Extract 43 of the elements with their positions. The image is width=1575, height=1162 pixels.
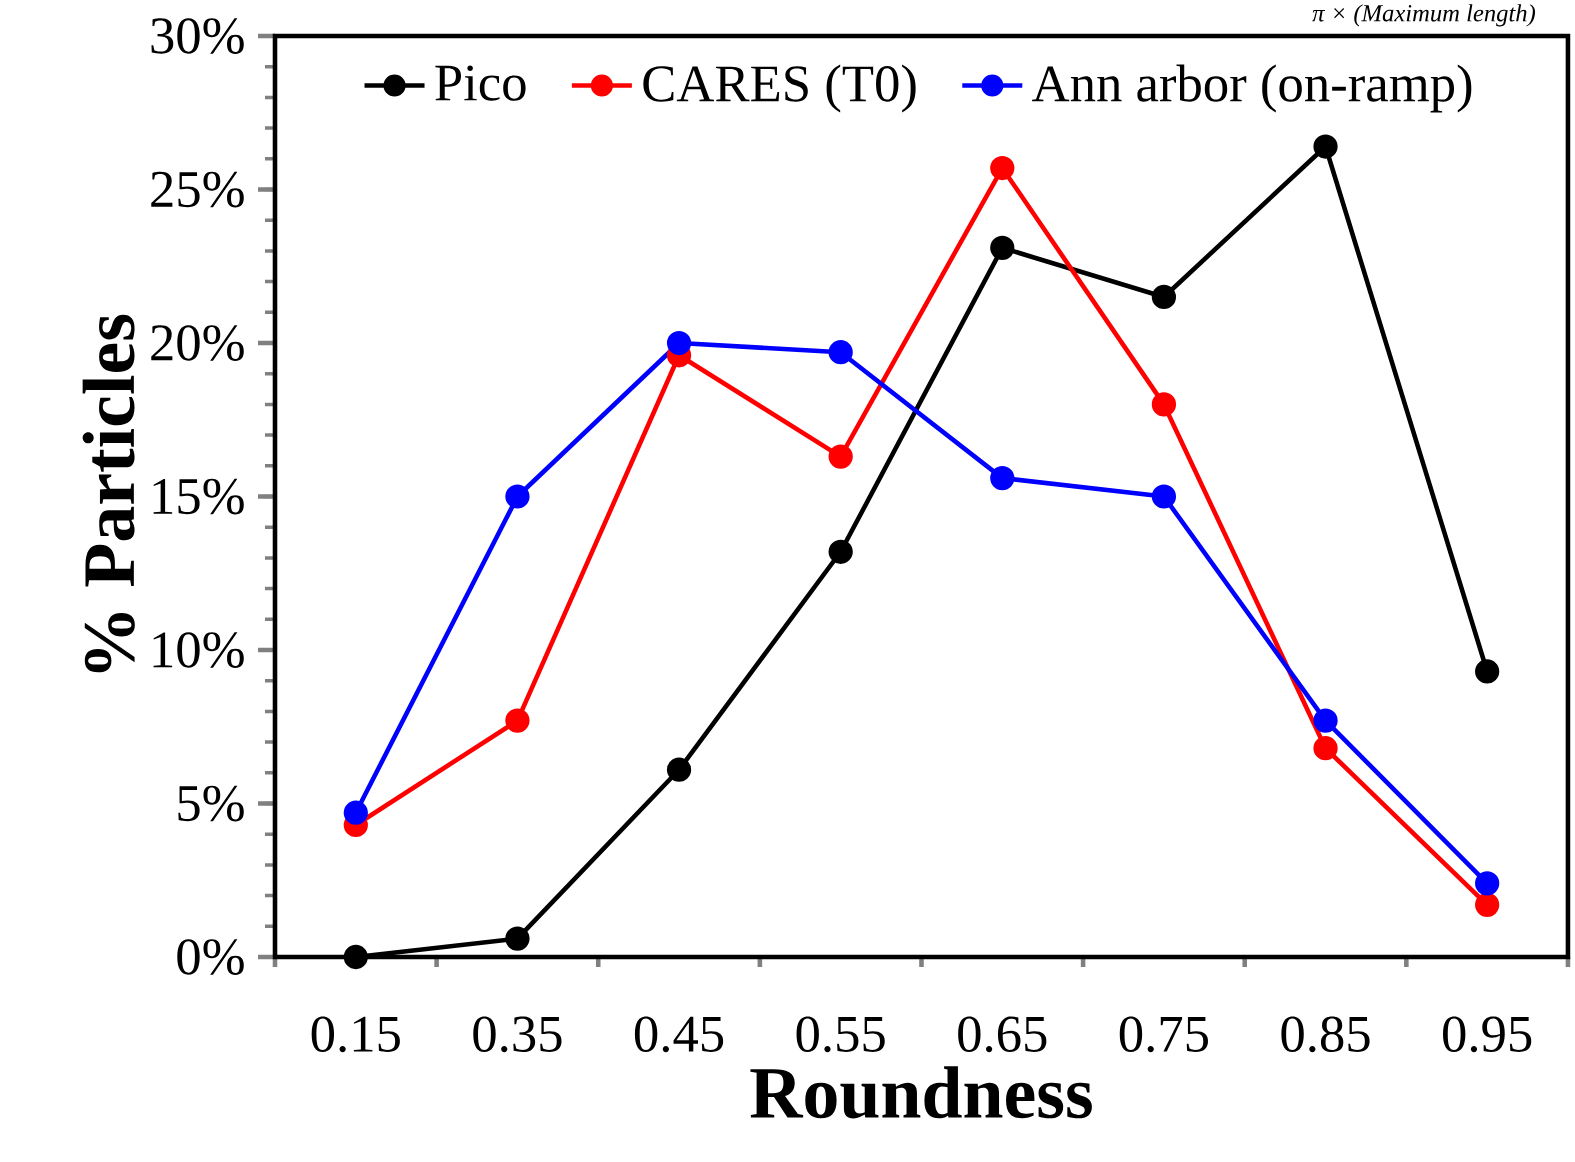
y-tick-label: 30% [151, 18, 244, 54]
point [1475, 871, 1500, 896]
point [343, 800, 368, 825]
point [1475, 892, 1500, 917]
point [343, 944, 368, 970]
y-axis-title: % Particles [82, 314, 135, 673]
legend-label: Ann arbor (on-ramp) [1032, 64, 1472, 113]
x-tick-label: 0.35 [473, 1016, 562, 1053]
x-tick-label: 0.55 [796, 1016, 885, 1053]
x-tick-label: 0.45 [634, 1016, 724, 1053]
point [1151, 284, 1177, 310]
point [505, 484, 530, 509]
x-tick-label: 0.95 [1443, 1016, 1532, 1053]
point [505, 708, 530, 733]
x-tick-label: 0.15 [311, 1016, 400, 1053]
point [990, 155, 1015, 181]
point [1151, 484, 1177, 509]
legend-label: CARES (T0) [643, 64, 916, 113]
x-tick-label: 0.85 [1281, 1016, 1370, 1053]
legend-label: Pico [435, 65, 526, 101]
x-tick-label: 0.65 [958, 1016, 1047, 1053]
y-tick-label: 5% [178, 785, 244, 822]
point [666, 330, 692, 356]
point [990, 235, 1015, 260]
point [1313, 134, 1338, 159]
point [828, 539, 853, 564]
y-tick-label: 15% [153, 478, 244, 515]
x-tick-label: 0.75 [1119, 1016, 1208, 1053]
x-axis-title: Roundness [750, 1066, 1092, 1119]
point [990, 465, 1015, 491]
y-tick-label: 25% [151, 171, 244, 208]
point [828, 340, 853, 365]
y-tick-label: 20% [151, 325, 244, 361]
point [1313, 708, 1338, 733]
point [1313, 736, 1338, 761]
text: π × (Maximum length) [1312, 4, 1536, 27]
y-tick-label: 0% [177, 939, 244, 975]
point [666, 757, 692, 782]
point [1151, 392, 1177, 417]
point [505, 926, 530, 951]
point [1475, 659, 1500, 684]
y-tick-label: 10% [153, 632, 244, 668]
point [828, 444, 853, 469]
